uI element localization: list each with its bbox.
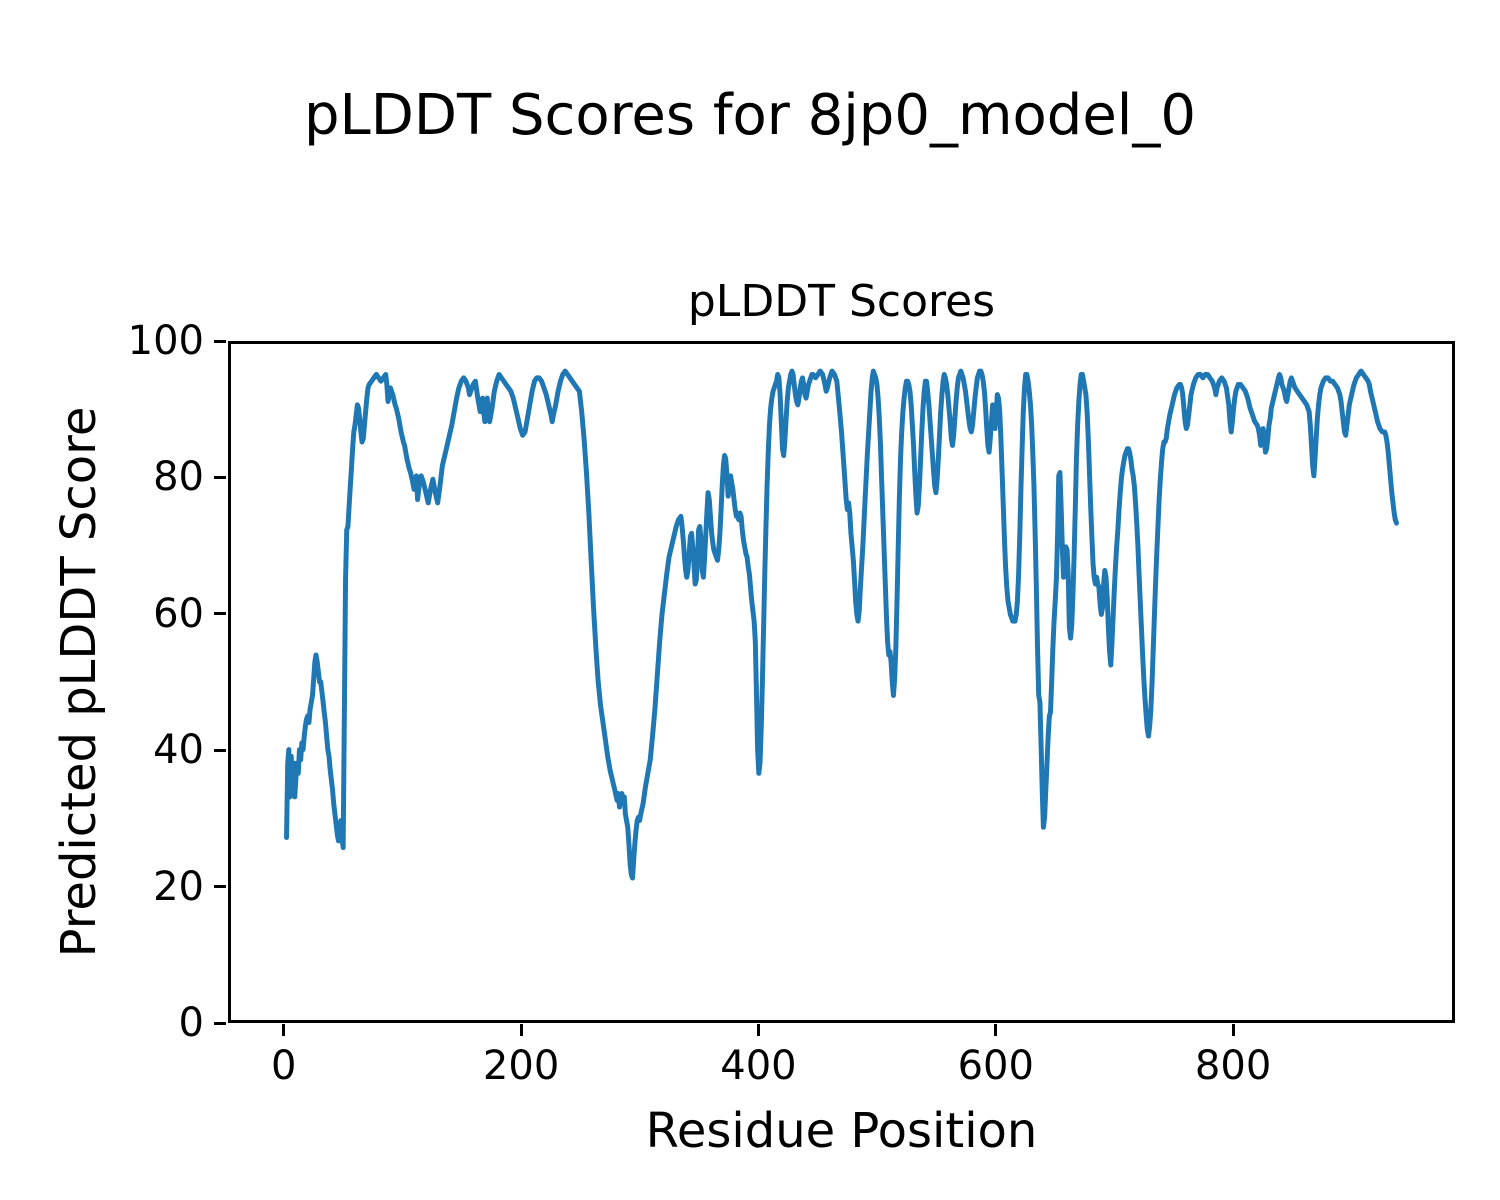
x-tick-label: 200 [482, 1043, 560, 1089]
y-tick-mark [214, 748, 226, 752]
x-tick-label: 800 [1194, 1043, 1272, 1089]
x-tick-mark [519, 1024, 523, 1036]
plddt-line-series [284, 368, 1399, 881]
axes-title: pLDDT Scores [687, 276, 996, 327]
plot-svg [284, 368, 1399, 881]
y-tick-label: 0 [178, 1000, 204, 1046]
x-tick-mark [994, 1024, 998, 1036]
x-tick-label: 600 [957, 1043, 1034, 1089]
x-tick-label: 400 [720, 1043, 797, 1089]
y-tick-mark [214, 339, 226, 343]
y-tick-label: 100 [127, 318, 204, 364]
y-tick-mark [214, 612, 226, 616]
x-tick-mark [1231, 1024, 1235, 1036]
x-tick-label: 0 [271, 1043, 297, 1089]
x-axis-label: Residue Position [645, 1103, 1038, 1159]
figure-suptitle: pLDDT Scores for 8jp0_model_0 [304, 83, 1196, 148]
x-tick-mark [756, 1024, 760, 1036]
plot-area [228, 341, 1455, 1023]
y-tick-label: 20 [153, 863, 204, 910]
y-tick-label: 40 [153, 727, 204, 774]
x-tick-mark [282, 1024, 286, 1036]
y-tick-label: 80 [153, 454, 204, 501]
y-tick-mark [214, 885, 226, 889]
y-tick-mark [214, 1021, 226, 1025]
y-tick-mark [214, 475, 226, 479]
y-tick-label: 60 [153, 590, 204, 637]
